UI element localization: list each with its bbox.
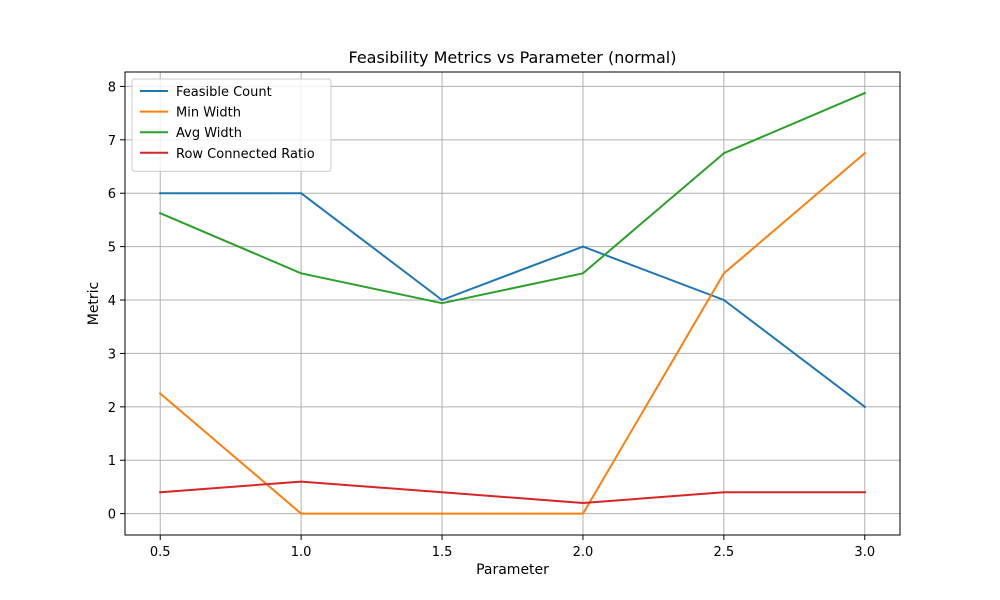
axis-ticks: 0.5 1.0 1.5 2.0 2.5 3.0 0 1 2 3 4 5 6 7 8: [108, 80, 875, 560]
y-tick-label: 6: [108, 187, 116, 202]
series-lines: [158, 91, 867, 515]
data-point: [722, 272, 725, 275]
data-point: [300, 512, 303, 515]
data-point: [159, 212, 162, 215]
y-tick-label: 8: [108, 80, 116, 95]
legend-label: Row Connected Ratio: [176, 147, 315, 162]
plot-area-frame: [124, 71, 901, 536]
chart-title: Feasibility Metrics vs Parameter (normal…: [348, 48, 676, 67]
legend-box: [131, 78, 332, 172]
series-line-1: [158, 151, 867, 515]
y-tick-label: 4: [108, 294, 116, 309]
y-axis-title: Metric: [86, 282, 102, 326]
y-tick-label: 5: [108, 241, 116, 256]
x-tick-label: 3.0: [854, 545, 875, 560]
series-line-3: [159, 480, 866, 504]
data-point: [441, 491, 444, 494]
data-point: [722, 491, 725, 494]
legend-label: Feasible Count: [176, 85, 272, 100]
data-point: [159, 392, 162, 395]
data-point: [300, 192, 303, 195]
grid: [125, 72, 900, 535]
data-point: [581, 272, 584, 275]
data-point: [863, 152, 866, 155]
data-point: [722, 299, 725, 302]
x-axis-title: Parameter: [476, 562, 549, 578]
x-tick-label: 2.5: [714, 545, 735, 560]
data-point: [159, 192, 162, 195]
data-point: [722, 152, 725, 155]
data-point: [863, 92, 866, 95]
data-point: [300, 272, 303, 275]
data-point: [441, 512, 444, 515]
data-point: [581, 245, 584, 248]
data-point: [441, 302, 444, 305]
x-tick-label: 1.0: [291, 545, 312, 560]
legend: Feasible Count Min Width Avg Width Row Conn…: [131, 78, 332, 172]
x-tick-label: 2.0: [573, 545, 594, 560]
x-tick-label: 1.5: [432, 545, 453, 560]
x-tick-label: 0.5: [150, 545, 171, 560]
y-tick-label: 3: [108, 347, 116, 362]
series-line-2: [158, 91, 867, 305]
y-tick-label: 2: [108, 401, 116, 416]
data-point: [300, 480, 303, 483]
series-line-0: [159, 192, 867, 409]
data-point: [863, 405, 866, 408]
data-point: [441, 299, 444, 302]
legend-label: Min Width: [176, 106, 241, 121]
data-point: [863, 491, 866, 494]
data-point: [159, 491, 162, 494]
y-tick-label: 1: [108, 454, 116, 469]
data-point: [581, 501, 584, 504]
y-tick-label: 7: [108, 134, 116, 149]
y-tick-label: 0: [108, 508, 116, 523]
legend-label: Avg Width: [176, 126, 242, 141]
data-point: [581, 512, 584, 515]
